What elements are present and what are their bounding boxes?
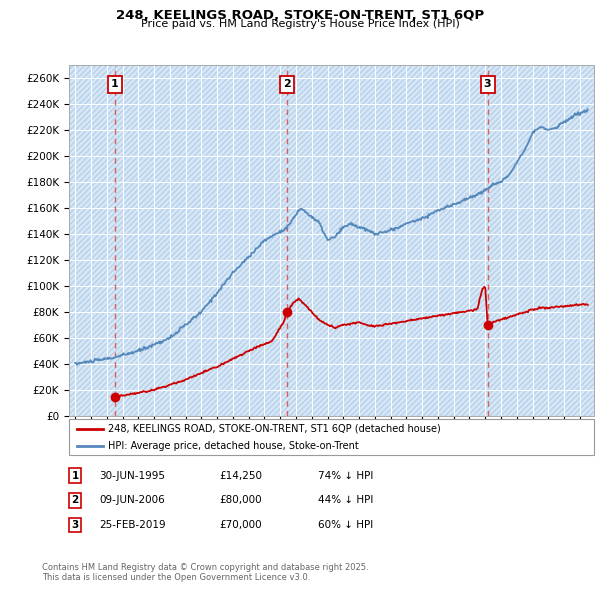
Text: 2: 2 — [283, 80, 291, 90]
Text: 09-JUN-2006: 09-JUN-2006 — [99, 496, 165, 505]
Text: 60% ↓ HPI: 60% ↓ HPI — [318, 520, 373, 530]
Text: £70,000: £70,000 — [219, 520, 262, 530]
Text: HPI: Average price, detached house, Stoke-on-Trent: HPI: Average price, detached house, Stok… — [109, 441, 359, 451]
Text: 3: 3 — [71, 520, 79, 530]
Text: 248, KEELINGS ROAD, STOKE-ON-TRENT, ST1 6QP: 248, KEELINGS ROAD, STOKE-ON-TRENT, ST1 … — [116, 9, 484, 22]
Text: £80,000: £80,000 — [219, 496, 262, 505]
Text: 1: 1 — [110, 80, 118, 90]
Text: 25-FEB-2019: 25-FEB-2019 — [99, 520, 166, 530]
Text: £14,250: £14,250 — [219, 471, 262, 480]
Text: 1: 1 — [71, 471, 79, 480]
Text: 2: 2 — [71, 496, 79, 505]
Text: Contains HM Land Registry data © Crown copyright and database right 2025.
This d: Contains HM Land Registry data © Crown c… — [42, 563, 368, 582]
Text: 3: 3 — [484, 80, 491, 90]
FancyBboxPatch shape — [69, 419, 594, 455]
Text: 248, KEELINGS ROAD, STOKE-ON-TRENT, ST1 6QP (detached house): 248, KEELINGS ROAD, STOKE-ON-TRENT, ST1 … — [109, 424, 441, 434]
Text: Price paid vs. HM Land Registry's House Price Index (HPI): Price paid vs. HM Land Registry's House … — [140, 19, 460, 30]
Text: 30-JUN-1995: 30-JUN-1995 — [99, 471, 165, 480]
Text: 74% ↓ HPI: 74% ↓ HPI — [318, 471, 373, 480]
Text: 44% ↓ HPI: 44% ↓ HPI — [318, 496, 373, 505]
